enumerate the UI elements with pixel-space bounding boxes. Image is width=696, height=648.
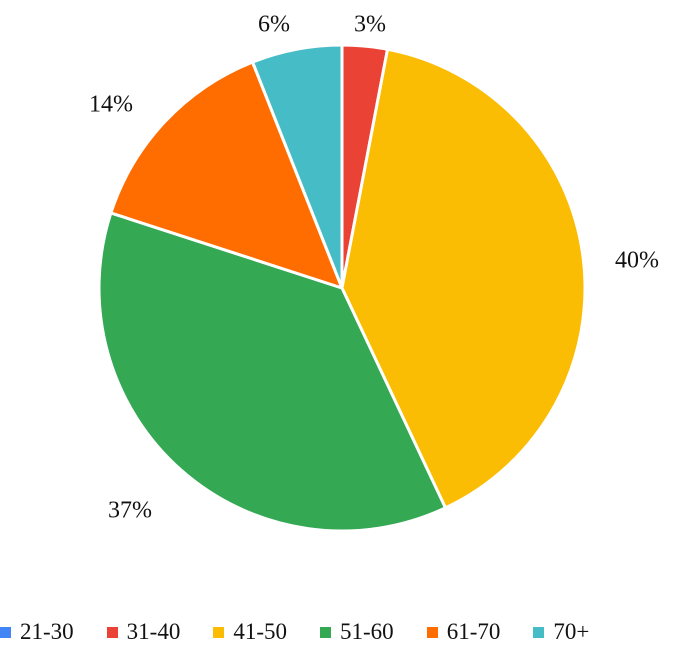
- legend-swatch-61-70: [426, 626, 438, 638]
- legend-label-21-30: 21-30: [20, 619, 74, 644]
- slice-label-41-50: 40%: [615, 248, 659, 274]
- slice-label-51-60: 37%: [108, 498, 152, 524]
- legend-label-51-60: 51-60: [340, 619, 394, 644]
- legend-swatch-51-60: [320, 626, 332, 638]
- legend: 21-30 31-40 41-50 51-60 61-70 70+: [0, 618, 696, 646]
- legend-item-61-70: 61-70: [426, 619, 501, 645]
- legend-label-70+: 70+: [553, 619, 590, 644]
- slice-label-70+: 6%: [258, 12, 290, 38]
- legend-item-41-50: 41-50: [213, 619, 287, 645]
- legend-swatch-21-30: [0, 626, 11, 638]
- legend-swatch-41-50: [213, 626, 225, 638]
- pie-slice-61-70: [109, 60, 344, 290]
- legend-item-70+: 70+: [533, 619, 589, 645]
- legend-label-61-70: 61-70: [446, 619, 501, 644]
- pie-slice-41-50: [340, 47, 587, 510]
- legend-label-41-50: 41-50: [233, 619, 288, 644]
- legend-swatch-70+: [533, 626, 545, 638]
- legend-item-21-30: 21-30: [0, 619, 74, 645]
- pie-slice-51-60: [97, 211, 447, 533]
- pie-slices: [97, 43, 587, 533]
- legend-item-51-60: 51-60: [320, 619, 394, 645]
- pie-labels: 3% 40% 37% 14% 6%: [89, 12, 659, 524]
- pie-slice-70+: [251, 43, 344, 290]
- slice-label-61-70: 14%: [89, 92, 133, 118]
- legend-swatch-31-40: [106, 626, 118, 638]
- legend-label-31-40: 31-40: [126, 619, 181, 644]
- slice-label-31-40: 3%: [354, 12, 386, 38]
- legend-item-31-40: 31-40: [106, 619, 181, 645]
- pie-chart-svg: 3% 40% 37% 14% 6%: [89, 12, 659, 533]
